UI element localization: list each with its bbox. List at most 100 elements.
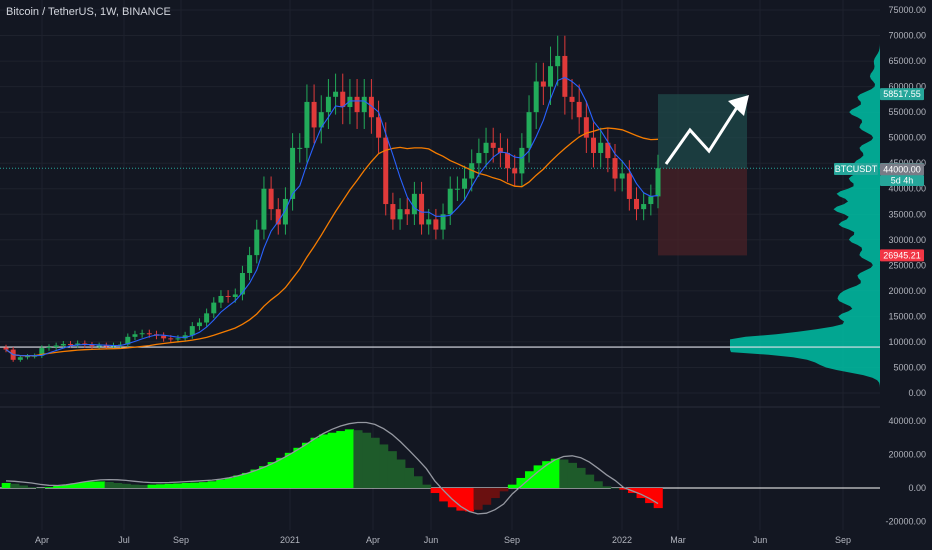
candle-body	[555, 55, 561, 67]
oscillator-bar	[464, 488, 475, 512]
oscillator-bar	[241, 472, 251, 488]
oscillator-bar	[138, 484, 149, 488]
oscillator-bar	[439, 488, 449, 502]
oscillator-bar	[233, 475, 243, 488]
oscillator-bar	[619, 488, 629, 490]
symbol-tag-text: BTCUSDT	[835, 164, 878, 174]
candle-body	[53, 345, 59, 348]
candle-body	[634, 198, 640, 210]
oscillator-bar	[27, 487, 37, 488]
oscillator-bar	[250, 469, 260, 488]
oscillator-bar	[319, 434, 329, 488]
oscillator-bar	[53, 485, 63, 488]
candle-body	[225, 295, 231, 297]
candle-body	[548, 66, 554, 87]
oscillator-bar	[344, 429, 354, 488]
oscillator-bar	[533, 465, 543, 488]
candle-body	[247, 255, 253, 273]
oscillator-bar	[490, 488, 500, 499]
stop-price-tag-text: 26945.21	[883, 250, 921, 260]
candle-body	[325, 96, 331, 113]
price-axis-tick: 0.00	[908, 388, 926, 398]
oscillator-bar	[516, 477, 526, 488]
stop-price-tag-bg	[880, 249, 924, 262]
candle-body	[261, 188, 267, 230]
candle-body	[125, 336, 131, 345]
loss-zone[interactable]	[658, 168, 747, 256]
oscillator-bar	[121, 483, 131, 488]
price-tags: 58517.55BTCUSDT44011.045d 4h44000.002694…	[834, 88, 924, 262]
price-axis-tick: 40000.00	[888, 184, 926, 194]
projection-arrow[interactable]	[664, 100, 743, 165]
time-axis-label: Apr	[366, 535, 380, 545]
candle-body	[426, 219, 432, 225]
oscillator-bar	[447, 488, 457, 508]
oscillator-bar	[473, 488, 483, 510]
oscillator-bar	[36, 488, 46, 489]
stop-price-tag: 26945.21	[880, 249, 924, 262]
oscillator-bar	[396, 459, 406, 488]
candle-body	[591, 137, 597, 153]
oscillator-bar	[413, 476, 423, 488]
oscillator-bar	[147, 484, 157, 488]
candle-body	[476, 152, 482, 164]
oscillator-bar	[404, 467, 414, 488]
oscillator-bar	[10, 483, 20, 488]
candle-body	[454, 188, 460, 190]
oscillator-axis: 40000.00 20000.00 0.00 -20000.00	[885, 416, 926, 527]
candle-body	[411, 193, 417, 215]
price-axis-tick: 20000.00	[888, 286, 926, 296]
candle-body	[533, 81, 539, 113]
oscillator-bar	[507, 484, 517, 488]
oscillator-bar	[87, 481, 97, 488]
candle-body	[175, 338, 181, 340]
oscillator-bar	[610, 488, 620, 489]
oscillator-bar	[190, 482, 200, 488]
ma-fast-line	[5, 76, 659, 357]
price-axis-tick: 15000.00	[888, 311, 926, 321]
oscillator-bar	[18, 485, 28, 488]
candle-body	[368, 96, 374, 118]
oscillator-bar	[379, 444, 389, 488]
candle-body	[354, 96, 360, 113]
oscillator-bar	[456, 488, 466, 511]
oscillator-bar	[156, 484, 166, 488]
target-price-tag-text: 58517.55	[883, 89, 921, 99]
oscillator-bar	[301, 442, 312, 488]
oscillator-bar	[353, 430, 363, 488]
oscillator-bar	[181, 482, 191, 488]
candle-body	[605, 142, 611, 159]
time-axis-label: Sep	[504, 535, 520, 545]
candle-body	[641, 204, 647, 210]
oscillator-bar	[653, 488, 663, 509]
candle-body	[526, 112, 532, 148]
target-price-tag-bg	[880, 88, 924, 101]
candle-body	[540, 81, 546, 87]
oscillator-bar	[542, 461, 552, 488]
candle-body	[239, 272, 245, 295]
countdown-tag-text: 5d 4h	[891, 176, 914, 186]
oscillator-bar	[78, 482, 88, 488]
oscillator-bar	[113, 482, 123, 488]
time-axis-label: 2021	[280, 535, 300, 545]
oscillator-bar	[44, 487, 54, 488]
candle-body	[275, 209, 281, 225]
candle-body	[146, 333, 152, 335]
oscillator-bar	[96, 481, 106, 488]
oscillator-bar	[336, 431, 346, 488]
candle-body	[419, 193, 425, 225]
candle-body	[254, 229, 260, 256]
oscillator-pane	[0, 421, 880, 515]
oscillator-bar	[259, 466, 269, 488]
chart-title: Bitcoin / TetherUS, 1W, BINANCE	[6, 6, 171, 18]
oscillator-bar	[310, 437, 320, 488]
candle-body	[361, 96, 367, 113]
candle-body	[576, 101, 582, 118]
entry-price-tag: 44000.00	[880, 163, 924, 176]
price-axis-tick: 60000.00	[888, 82, 926, 92]
candle-body	[89, 344, 95, 347]
candle-body	[497, 147, 503, 153]
oscillator-axis-tick: -20000.00	[885, 517, 926, 527]
candle-body	[447, 188, 453, 215]
candle-body	[390, 204, 396, 220]
